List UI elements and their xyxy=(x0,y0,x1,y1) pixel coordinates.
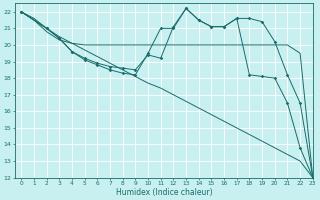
X-axis label: Humidex (Indice chaleur): Humidex (Indice chaleur) xyxy=(116,188,212,197)
